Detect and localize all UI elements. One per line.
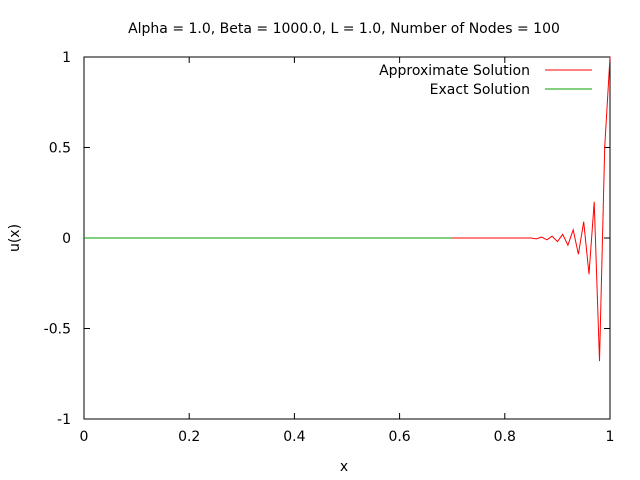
x-tick-label: 1 xyxy=(606,429,615,445)
series-layer xyxy=(84,56,611,362)
y-tick-label: 0 xyxy=(62,231,71,247)
legend-label-exact: Exact Solution xyxy=(430,82,530,98)
y-axis: -1 -0.5 0 0.5 1 xyxy=(44,50,610,428)
y-tick-label: 0.5 xyxy=(49,141,71,157)
legend: Approximate Solution Exact Solution xyxy=(379,63,592,98)
y-tick-label: -0.5 xyxy=(44,322,71,338)
x-axis-label: x xyxy=(340,459,348,475)
x-axis: 0 0.2 0.4 0.6 0.8 1 xyxy=(80,57,615,445)
chart-title: Alpha = 1.0, Beta = 1000.0, L = 1.0, Num… xyxy=(128,21,560,37)
x-tick-label: 0.2 xyxy=(178,429,200,445)
x-tick-label: 0.6 xyxy=(388,429,410,445)
legend-label-approximate: Approximate Solution xyxy=(379,63,530,79)
y-tick-label: 1 xyxy=(62,50,71,66)
x-tick-label: 0 xyxy=(80,429,89,445)
series-line-approximate xyxy=(84,56,611,362)
x-tick-label: 0.4 xyxy=(283,429,305,445)
x-tick-label: 0.8 xyxy=(494,429,516,445)
y-tick-label: -1 xyxy=(57,412,71,428)
y-axis-label: u(x) xyxy=(7,224,23,252)
